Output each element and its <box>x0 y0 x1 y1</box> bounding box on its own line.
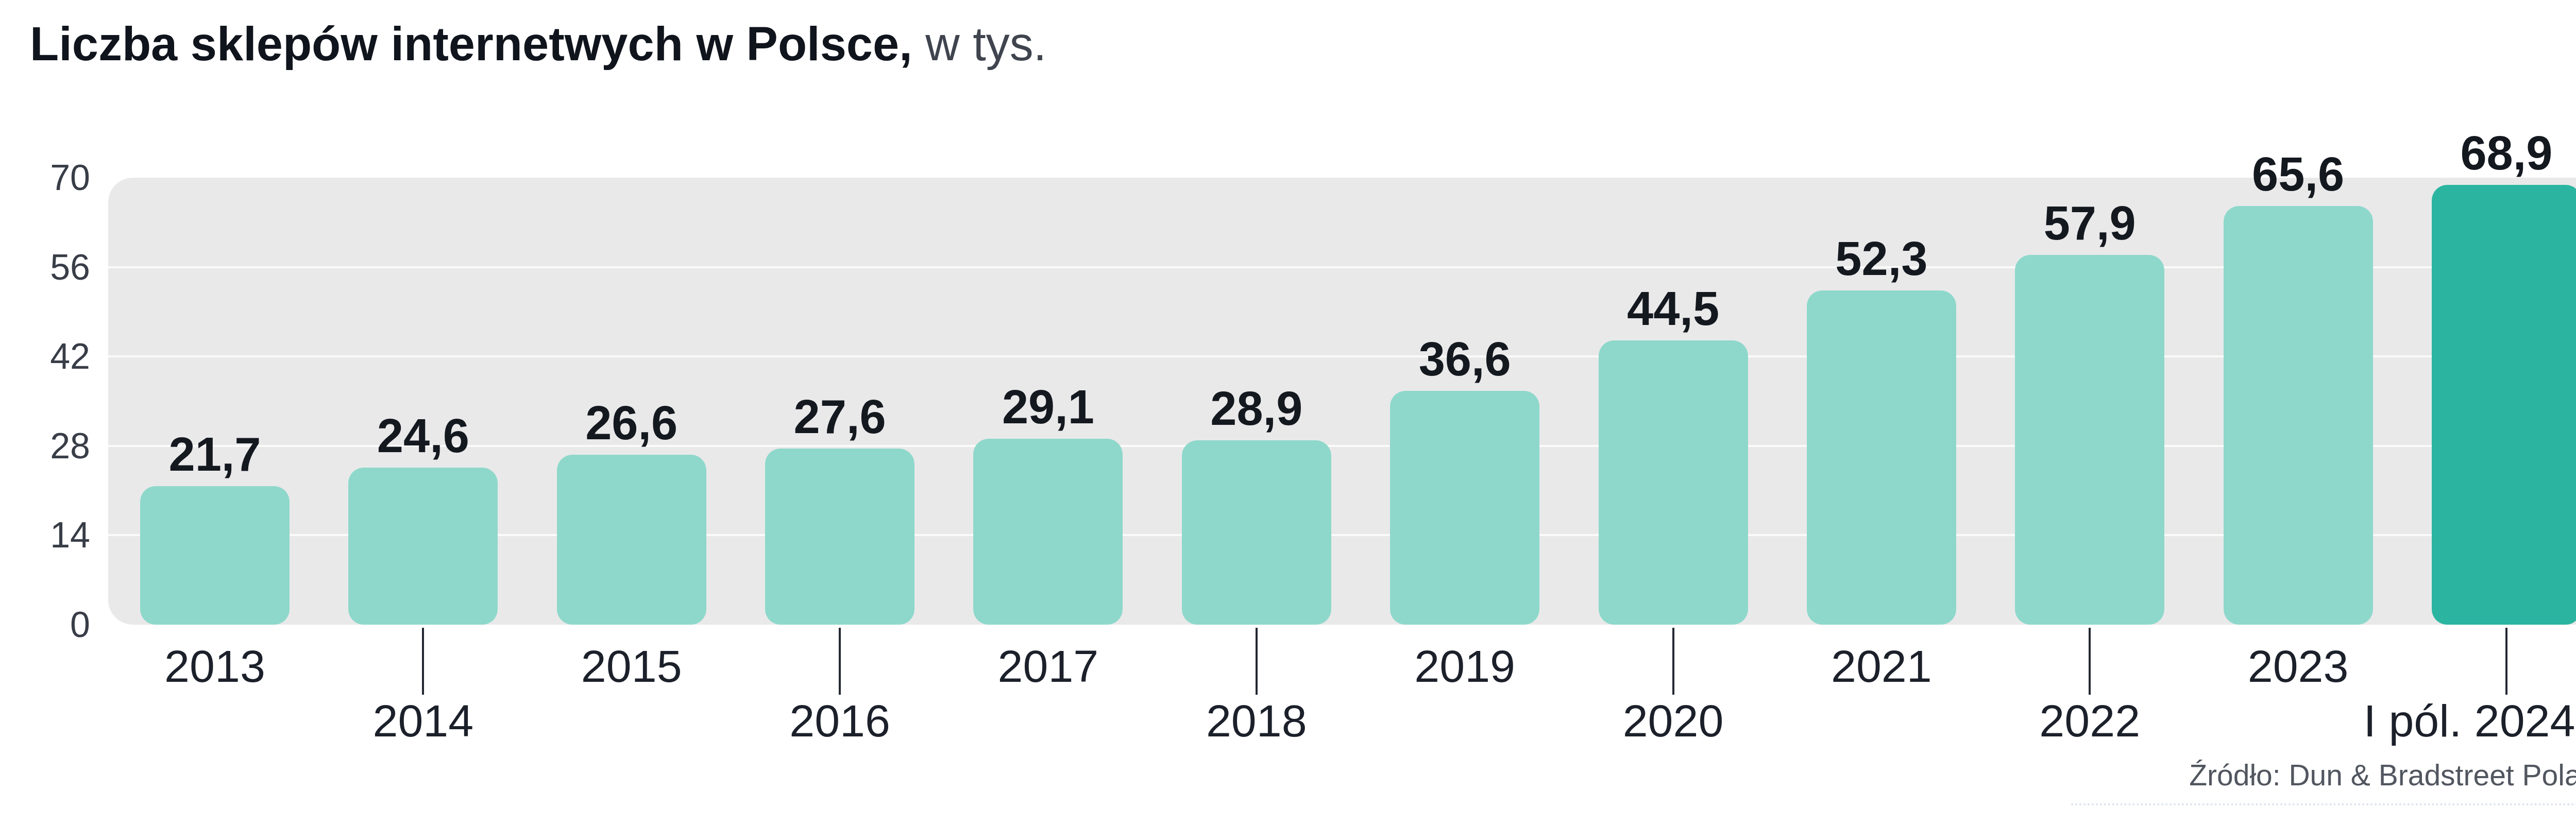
source-text: Źródło: Dun & Bradstreet Poland <box>2189 758 2576 792</box>
x-tick-2016 <box>839 628 841 695</box>
y-tick-label-56: 56 <box>0 247 90 288</box>
x-tick-I pól. 2024 <box>2505 628 2507 695</box>
x-axis-label-2015: 2015 <box>474 642 789 691</box>
x-axis-label-2014: 2014 <box>266 696 580 746</box>
x-tick-2020 <box>1672 628 1674 695</box>
x-axis-label-2019: 2019 <box>1308 642 1622 691</box>
x-axis-label-2020: 2020 <box>1516 696 1831 746</box>
x-tick-2022 <box>2089 628 2091 695</box>
plot-area <box>108 178 2576 625</box>
chart-canvas: Liczba sklepów internetwych w Polsce, w … <box>0 0 2576 825</box>
gridline-28 <box>108 445 2576 447</box>
y-tick-label-70: 70 <box>0 157 90 198</box>
x-axis-label-2022: 2022 <box>1933 696 2247 746</box>
y-tick-label-14: 14 <box>0 514 90 556</box>
y-tick-label-28: 28 <box>0 425 90 467</box>
chart-title-unit: w tys. <box>912 18 1047 70</box>
x-tick-2014 <box>422 628 424 695</box>
x-axis-label-2013: 2013 <box>58 642 372 691</box>
x-axis-label-2016: 2016 <box>683 696 997 746</box>
value-label-I pól. 2024: 68,9 <box>2378 127 2576 179</box>
x-axis-label-2021: 2021 <box>1724 642 2039 691</box>
dotted-divider <box>2071 803 2576 805</box>
chart-title-main: Liczba sklepów internetwych w Polsce, <box>30 18 912 70</box>
gridline-56 <box>108 266 2576 268</box>
y-tick-label-0: 0 <box>0 604 90 645</box>
gridline-14 <box>108 534 2576 536</box>
x-axis-label-2023: 2023 <box>2141 642 2455 691</box>
x-tick-2018 <box>1256 628 1258 695</box>
x-axis-label-I pól. 2024: I pól. 2024 <box>2312 696 2576 746</box>
x-axis-label-2018: 2018 <box>1099 696 1414 746</box>
gridline-42 <box>108 355 2576 357</box>
x-axis-label-2017: 2017 <box>891 642 1205 691</box>
y-tick-label-42: 42 <box>0 336 90 377</box>
chart-title: Liczba sklepów internetwych w Polsce, w … <box>30 15 1046 72</box>
